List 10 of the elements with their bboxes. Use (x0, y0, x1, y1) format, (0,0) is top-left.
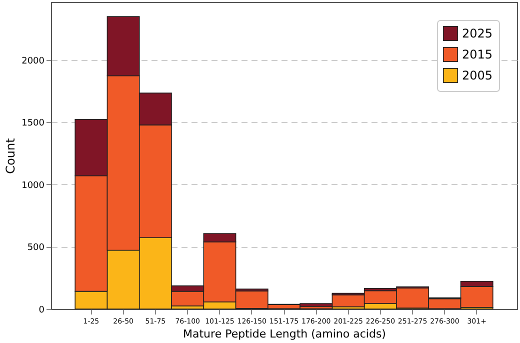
x-axis-title: Mature Peptide Length (amino acids) (183, 328, 386, 340)
y-tick-label: 500 (27, 243, 45, 254)
legend-label: 2025 (462, 26, 493, 40)
y-tick-label: 1000 (22, 180, 45, 191)
y-tick-label: 1500 (22, 118, 45, 129)
y-tick-label: 2000 (22, 56, 45, 66)
y-axis-title: Count (4, 138, 18, 174)
y-tick-label: 0 (38, 306, 45, 316)
legend-label: 2015 (462, 48, 493, 62)
legend-label: 2005 (462, 68, 493, 82)
